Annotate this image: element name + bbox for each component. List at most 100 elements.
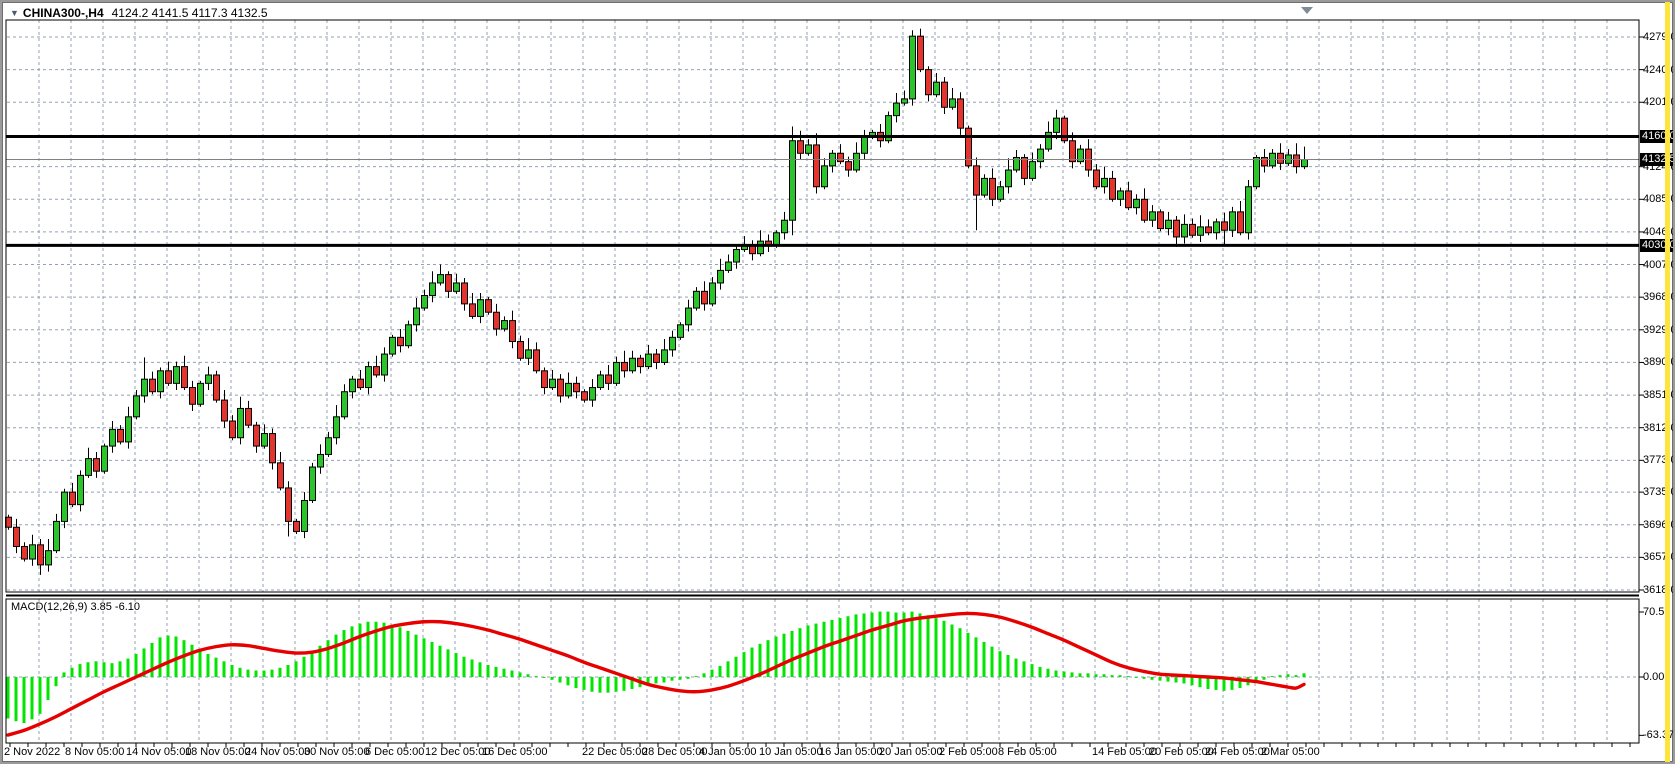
- macd-histogram-bar: [182, 640, 186, 677]
- macd-histogram-bar: [1174, 677, 1178, 683]
- macd-histogram-bar: [1046, 668, 1050, 677]
- candle-bullish: [1045, 131, 1052, 150]
- candle-bearish: [917, 35, 924, 71]
- candle-bullish: [981, 177, 988, 196]
- macd-histogram-bar: [566, 677, 570, 686]
- price-tick-label: 3657.0: [1643, 551, 1675, 564]
- macd-histogram-bar: [686, 677, 690, 679]
- candle-bullish: [141, 378, 148, 397]
- candle-bullish: [365, 366, 372, 389]
- macd-histogram-bar: [1102, 674, 1106, 677]
- macd-histogram-bar: [198, 649, 202, 677]
- symbol-dropdown-icon[interactable]: ▼: [10, 8, 19, 18]
- macd-histogram-bar: [102, 662, 106, 677]
- candle-bullish: [861, 136, 868, 154]
- macd-histogram-bar: [918, 613, 922, 677]
- candle-bearish: [245, 407, 252, 426]
- candle-bearish: [293, 520, 300, 532]
- macd-histogram-bar: [430, 642, 434, 677]
- candle-bullish: [693, 290, 700, 309]
- macd-histogram-bar: [294, 661, 298, 677]
- candle-bullish: [101, 445, 108, 472]
- price-tick-label: 3618.0: [1643, 583, 1675, 596]
- price-tick-label: 3735.0: [1643, 486, 1675, 499]
- price-tick-label: 3968.0: [1643, 291, 1675, 304]
- macd-histogram-bar: [1038, 666, 1042, 677]
- candle-bearish: [1109, 177, 1116, 200]
- macd-histogram-bar: [1190, 677, 1194, 686]
- candle-bearish: [573, 382, 580, 393]
- macd-histogram-bar: [710, 669, 714, 677]
- candle-bearish: [373, 366, 380, 376]
- time-tick-label: 12 Dec 05:00: [425, 746, 491, 758]
- candle-bullish: [413, 307, 420, 326]
- candle-bullish: [597, 374, 604, 389]
- macd-histogram-bar: [38, 677, 42, 714]
- candle-bullish: [1005, 169, 1012, 188]
- macd-histogram-bar: [862, 613, 866, 677]
- macd-histogram-bar: [830, 619, 834, 677]
- macd-histogram-bar: [1222, 677, 1226, 691]
- time-tick-label: 24 Nov 05:00: [245, 746, 311, 758]
- macd-histogram-bar: [1270, 676, 1274, 677]
- macd-histogram-bar: [1054, 670, 1058, 677]
- price-tick-label: 4046.0: [1643, 225, 1675, 238]
- candle-bullish: [805, 144, 812, 154]
- candle-bullish: [349, 378, 356, 393]
- candle-bullish: [29, 544, 36, 560]
- candle-bullish: [301, 499, 308, 532]
- candle-bearish: [1277, 152, 1284, 164]
- candle-bearish: [1221, 221, 1228, 231]
- macd-histogram-bar: [822, 621, 826, 677]
- candle-bullish: [853, 152, 860, 171]
- macd-histogram-bar: [590, 677, 594, 692]
- time-tick-label: 22 Dec 05:00: [582, 746, 648, 758]
- candle-bearish: [165, 370, 172, 384]
- candle-bearish: [357, 378, 364, 389]
- macd-histogram-bar: [1302, 673, 1306, 677]
- candle-bullish: [629, 357, 636, 372]
- candle-bullish: [1013, 156, 1020, 171]
- macd-histogram-bar: [342, 630, 346, 677]
- time-axis[interactable]: 2 Nov 2022 8 Nov 05:00 14 Nov 05:00 18 Nov …: [2, 746, 1639, 762]
- macd-histogram-bar: [894, 612, 898, 677]
- candle-bullish: [1133, 198, 1140, 209]
- candle-bullish: [325, 437, 332, 455]
- macd-histogram-bar: [422, 638, 426, 677]
- candle-bearish: [1261, 156, 1268, 167]
- macd-histogram-bar: [670, 677, 674, 681]
- macd-histogram-bar: [534, 676, 538, 677]
- macd-histogram-bar: [1030, 664, 1034, 677]
- candle-bullish: [437, 274, 444, 284]
- time-tick-label: 20 Jan 05:00: [879, 746, 943, 758]
- candle-bullish: [261, 433, 268, 447]
- candle-bullish: [733, 248, 740, 263]
- macd-histogram-bar: [30, 677, 34, 720]
- macd-histogram-bar: [518, 672, 522, 677]
- candle-bearish: [93, 458, 100, 472]
- macd-histogram-bar: [398, 627, 402, 677]
- candle-bearish: [1125, 190, 1132, 209]
- macd-histogram-bar: [574, 677, 578, 689]
- macd-histogram-bar: [782, 633, 786, 677]
- macd-histogram-bar: [486, 665, 490, 677]
- price-tick-label: 4201.0: [1643, 96, 1675, 109]
- macd-histogram-bar: [726, 661, 730, 677]
- macd-histogram-bar: [1078, 673, 1082, 677]
- candle-bearish: [637, 357, 644, 368]
- macd-histogram-bar: [478, 662, 482, 677]
- candle-bullish: [645, 353, 652, 368]
- macd-histogram-bar: [230, 665, 234, 677]
- macd-histogram-bar: [110, 663, 114, 677]
- candle-bearish: [221, 399, 228, 422]
- time-tick-label: 16 Dec 05:00: [482, 746, 548, 758]
- candle-bullish: [421, 295, 428, 309]
- price-tick-label: 3851.0: [1643, 389, 1675, 402]
- macd-histogram-bar: [1086, 673, 1090, 677]
- macd-histogram-bar: [510, 670, 514, 677]
- macd-histogram-bar: [1206, 677, 1210, 689]
- macd-histogram-bar: [526, 674, 530, 677]
- candle-bearish: [253, 424, 260, 447]
- candle-bearish: [925, 69, 932, 96]
- candle-bearish: [269, 433, 276, 464]
